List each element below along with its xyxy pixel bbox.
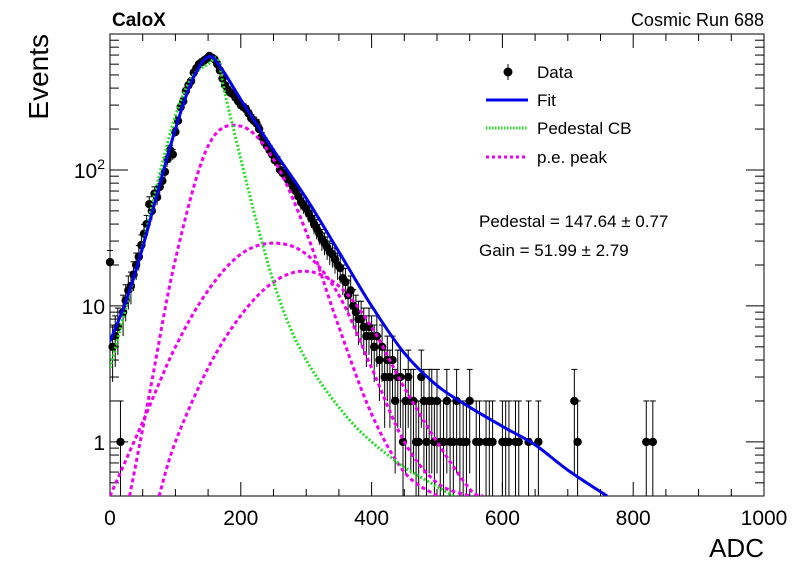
legend-entry-fit: Fit	[486, 91, 556, 110]
legend-pedestal-cb-label: Pedestal CB	[537, 119, 632, 138]
data-point	[390, 396, 400, 406]
data-point	[514, 437, 523, 447]
legend-entry-pe-peak: p.e. peak	[486, 148, 607, 167]
data-point	[351, 307, 361, 317]
data-point	[475, 437, 484, 447]
y-tick-label: 102	[74, 156, 105, 183]
y-tick-label: 1	[93, 432, 105, 455]
x-tick-label: 200	[223, 507, 258, 530]
x-tick-label: 600	[485, 507, 520, 530]
data-point	[442, 396, 452, 406]
data-point	[573, 437, 582, 447]
data-point	[346, 286, 355, 295]
data-point	[414, 437, 423, 447]
data-point	[439, 437, 448, 447]
curve-layer	[110, 54, 608, 496]
data-point	[336, 263, 345, 273]
x-tick-label: 400	[354, 507, 389, 530]
data-point	[145, 200, 154, 209]
data-point	[465, 396, 474, 406]
data-point	[388, 355, 397, 365]
pe-peak-curve-1	[128, 123, 438, 496]
data-point	[648, 437, 658, 447]
pe-peak-curve-3	[157, 269, 484, 496]
data-point	[432, 396, 442, 406]
data-point	[404, 372, 413, 382]
data-point	[385, 372, 395, 382]
data-point	[370, 342, 379, 352]
pe-peak-curve-2	[110, 241, 471, 496]
pedestal-annotation: Pedestal = 147.64 ± 0.77	[479, 212, 668, 231]
data-point	[462, 437, 471, 447]
header-right-label: Cosmic Run 688	[631, 10, 764, 30]
data-point	[375, 355, 384, 365]
data-point	[449, 437, 458, 447]
gain-annotation: Gain = 51.99 ± 2.79	[479, 241, 629, 260]
data-point	[504, 437, 514, 447]
data-point	[105, 257, 115, 267]
x-tick-label: 1000	[741, 507, 788, 530]
y-axis-label: Events	[23, 34, 54, 120]
x-tick-label: 0	[104, 507, 116, 530]
header-left-label: CaloX	[112, 10, 166, 31]
legend-entry-data: Data	[503, 63, 573, 82]
data-point	[570, 396, 579, 406]
fit-curve	[110, 54, 608, 496]
legend-data-marker	[503, 67, 513, 77]
legend-pe-peak-label: p.e. peak	[537, 148, 607, 167]
x-axis-label: ADC	[709, 533, 764, 563]
data-point	[364, 322, 374, 332]
y-tick-label: 10	[82, 296, 105, 319]
x-tick-labels: 0 200 400 600 800 1000	[104, 507, 787, 530]
legend-entry-pedestal-cb: Pedestal CB	[486, 119, 632, 138]
data-point	[168, 150, 177, 159]
axis-ticks	[109, 34, 765, 497]
data-point	[108, 342, 117, 352]
y-tick-labels: 1 10 102	[74, 156, 105, 455]
data-point	[116, 437, 125, 447]
legend-fit-label: Fit	[537, 91, 556, 110]
pedestal-cb-curve	[110, 56, 455, 496]
legend: Data Fit Pedestal CB p.e. peak	[486, 63, 632, 167]
x-tick-label: 800	[616, 507, 651, 530]
legend-data-label: Data	[537, 63, 573, 82]
data-point	[422, 437, 431, 447]
fit-curves	[110, 54, 608, 496]
data-point	[488, 437, 497, 447]
data-point	[642, 437, 651, 447]
